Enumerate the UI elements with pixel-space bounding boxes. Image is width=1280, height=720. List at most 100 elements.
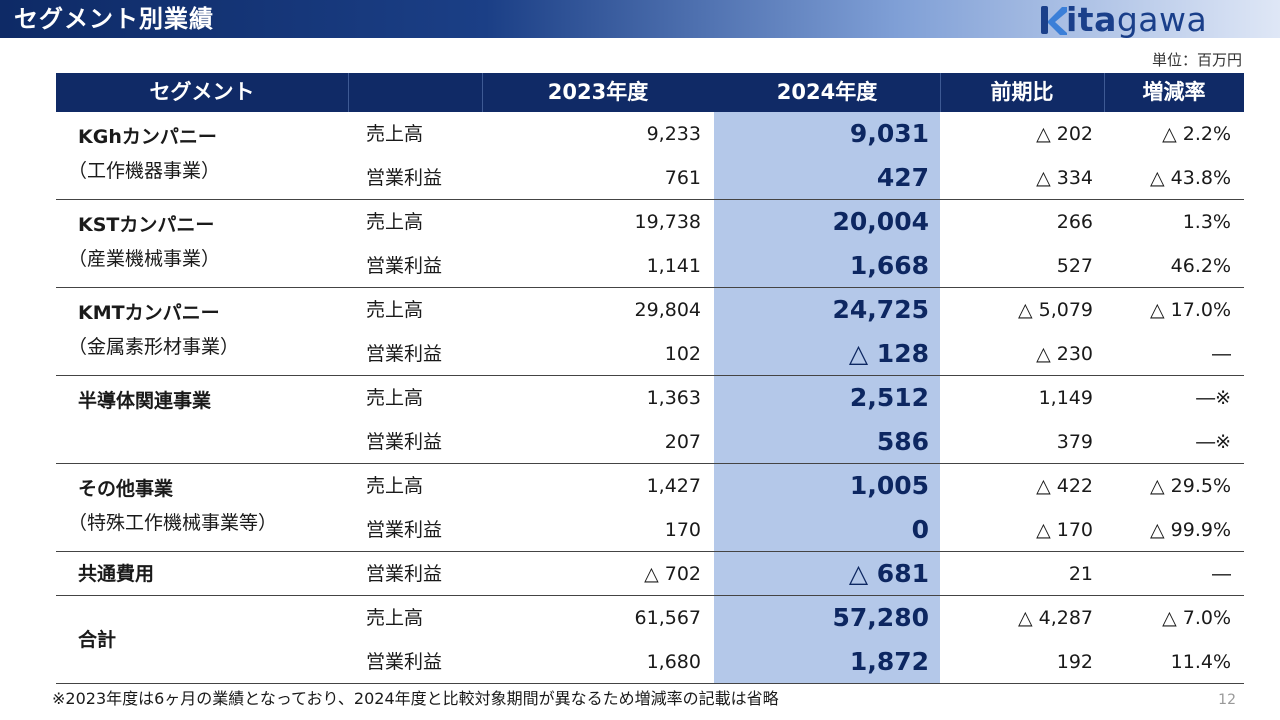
change-rate-value: △ 29.5% bbox=[1149, 475, 1231, 497]
yoy-value: △ 202 bbox=[1036, 123, 1093, 145]
header-rate: 増減率 bbox=[1142, 80, 1206, 104]
fy2023-value: △ 702 bbox=[644, 563, 701, 585]
change-rate-value: ―※ bbox=[1196, 431, 1231, 453]
row-item-label: 売上高 bbox=[366, 607, 424, 629]
fy2024-value: 9,031 bbox=[849, 119, 929, 148]
yoy-value: △ 5,079 bbox=[1017, 299, 1093, 321]
table-row: 営業利益 207 586 379 ―※ bbox=[56, 420, 1244, 464]
table-row: 売上高 9,233 9,031 △ 202 △ 2.2% bbox=[56, 112, 1244, 156]
change-rate-value: △ 2.2% bbox=[1162, 123, 1231, 145]
row-item-label: 営業利益 bbox=[366, 563, 443, 585]
fy2024-value: 24,725 bbox=[832, 295, 929, 324]
fy2024-value: 1,872 bbox=[849, 647, 929, 676]
row-item-label: 売上高 bbox=[366, 475, 424, 497]
segment-subtitle: （工作機器事業） bbox=[68, 160, 221, 182]
segment-group: KMTカンパニー （金属素形材事業） 売上高 29,804 24,725 △ 5,079 △… bbox=[56, 288, 1244, 376]
segment-name: その他事業 bbox=[78, 478, 174, 500]
row-item-label: 売上高 bbox=[366, 387, 424, 409]
yoy-value: △ 334 bbox=[1036, 167, 1093, 189]
yoy-value: 266 bbox=[1056, 211, 1093, 233]
change-rate-value: 11.4% bbox=[1170, 651, 1231, 673]
change-rate-value: 46.2% bbox=[1170, 255, 1231, 277]
fy2023-value: 1,427 bbox=[646, 475, 701, 497]
table-row: 営業利益 △ 702 △ 681 21 ― bbox=[56, 552, 1244, 596]
row-item-label: 営業利益 bbox=[366, 255, 443, 277]
row-item-label: 売上高 bbox=[366, 299, 424, 321]
change-rate-value: ―※ bbox=[1196, 387, 1231, 409]
fy2024-value: 57,280 bbox=[832, 603, 929, 632]
logo-wordmark: itagawa bbox=[1066, 0, 1208, 39]
table-row: 売上高 1,363 2,512 1,149 ―※ bbox=[56, 376, 1244, 420]
segment-results-table: セグメント 2023年度 2024年度 前期比 増減率 KGhカンパニー （工作機… bbox=[56, 73, 1244, 684]
fy2023-value: 207 bbox=[664, 431, 701, 453]
change-rate-value: △ 17.0% bbox=[1149, 299, 1231, 321]
header-yoy: 前期比 bbox=[990, 80, 1054, 104]
change-rate-value: △ 7.0% bbox=[1162, 607, 1231, 629]
logo-k-mark-icon bbox=[1041, 6, 1067, 35]
page-number: 12 bbox=[1218, 692, 1236, 708]
page-title: セグメント別業績 bbox=[14, 5, 214, 33]
fy2024-value: △ 128 bbox=[848, 339, 929, 368]
header-fy2024: 2024年度 bbox=[776, 80, 878, 104]
table-row: 営業利益 1,141 1,668 527 46.2% bbox=[56, 244, 1244, 288]
fy2023-value: 102 bbox=[664, 343, 701, 365]
yoy-value: 1,149 bbox=[1038, 387, 1093, 409]
fy2023-value: 19,738 bbox=[634, 211, 701, 233]
table-row: 営業利益 761 427 △ 334 △ 43.8% bbox=[56, 156, 1244, 200]
table-row: 売上高 29,804 24,725 △ 5,079 △ 17.0% bbox=[56, 288, 1244, 332]
fy2024-value: 427 bbox=[876, 163, 929, 192]
change-rate-value: △ 43.8% bbox=[1149, 167, 1231, 189]
segment-name: 半導体関連事業 bbox=[78, 390, 212, 412]
table-row: 営業利益 102 △ 128 △ 230 ― bbox=[56, 332, 1244, 376]
yoy-value: 527 bbox=[1056, 255, 1093, 277]
change-rate-value: 1.3% bbox=[1182, 211, 1231, 233]
table-body: KGhカンパニー （工作機器事業） 売上高 9,233 9,031 △ 202 △ 2.2%… bbox=[56, 112, 1244, 684]
table-row: 営業利益 1,680 1,872 192 11.4% bbox=[56, 640, 1244, 684]
table-row: 売上高 1,427 1,005 △ 422 △ 29.5% bbox=[56, 464, 1244, 508]
change-rate-value: △ 99.9% bbox=[1149, 519, 1231, 541]
yoy-value: △ 170 bbox=[1036, 519, 1093, 541]
row-item-label: 売上高 bbox=[366, 211, 424, 233]
row-item-label: 営業利益 bbox=[366, 651, 443, 673]
table-row: 売上高 19,738 20,004 266 1.3% bbox=[56, 200, 1244, 244]
fy2023-value: 9,233 bbox=[646, 123, 701, 145]
yoy-value: 192 bbox=[1056, 651, 1093, 673]
fy2024-highlight-column bbox=[714, 112, 940, 684]
fy2024-value: △ 681 bbox=[848, 559, 929, 588]
segment-name: 合計 bbox=[78, 629, 117, 651]
fy2023-value: 29,804 bbox=[634, 299, 701, 321]
fy2023-value: 761 bbox=[664, 167, 701, 189]
yoy-value: 21 bbox=[1068, 563, 1093, 585]
yoy-value: △ 422 bbox=[1036, 475, 1093, 497]
segment-group: 共通費用 営業利益 △ 702 △ 681 21 ― bbox=[56, 552, 1244, 596]
row-item-label: 営業利益 bbox=[366, 431, 443, 453]
yoy-value: △ 230 bbox=[1036, 343, 1093, 365]
fy2023-value: 1,363 bbox=[646, 387, 701, 409]
header-fy2023: 2023年度 bbox=[547, 80, 649, 104]
change-rate-value: ― bbox=[1212, 563, 1231, 585]
unit-note: 単位：百万円 bbox=[1151, 51, 1242, 69]
table-header: セグメント 2023年度 2024年度 前期比 増減率 bbox=[56, 73, 1244, 112]
header-segment: セグメント bbox=[149, 80, 255, 104]
row-item-label: 営業利益 bbox=[366, 167, 443, 189]
header-bar: セグメント別業績 bbox=[0, 0, 1280, 38]
segment-subtitle: （産業機械事業） bbox=[68, 248, 221, 270]
footnote: ※2023年度は6ヶ月の業績となっており、2024年度と比較対象期間が異なるため… bbox=[52, 689, 779, 708]
segment-subtitle: （金属素形材事業） bbox=[68, 336, 240, 358]
segment-group: 合計 売上高 61,567 57,280 △ 4,287 △ 7.0% 営業利益 1,680 1… bbox=[56, 596, 1244, 684]
fy2024-value: 2,512 bbox=[849, 383, 929, 412]
row-item-label: 売上高 bbox=[366, 123, 424, 145]
segment-name: 共通費用 bbox=[78, 563, 155, 585]
fy2024-value: 1,668 bbox=[849, 251, 929, 280]
row-item-label: 営業利益 bbox=[366, 343, 443, 365]
segment-group: KGhカンパニー （工作機器事業） 売上高 9,233 9,031 △ 202 △ 2.2%… bbox=[56, 112, 1244, 200]
segment-name: KSTカンパニー bbox=[78, 214, 215, 236]
segment-name: KMTカンパニー bbox=[78, 302, 220, 324]
kitagawa-logo: itagawa bbox=[1038, 0, 1207, 40]
fy2023-value: 1,141 bbox=[646, 255, 701, 277]
table-row: 営業利益 170 0 △ 170 △ 99.9% bbox=[56, 508, 1244, 552]
change-rate-value: ― bbox=[1212, 343, 1231, 365]
fy2023-value: 1,680 bbox=[646, 651, 701, 673]
row-item-label: 営業利益 bbox=[366, 519, 443, 541]
segment-name: KGhカンパニー bbox=[78, 126, 217, 148]
